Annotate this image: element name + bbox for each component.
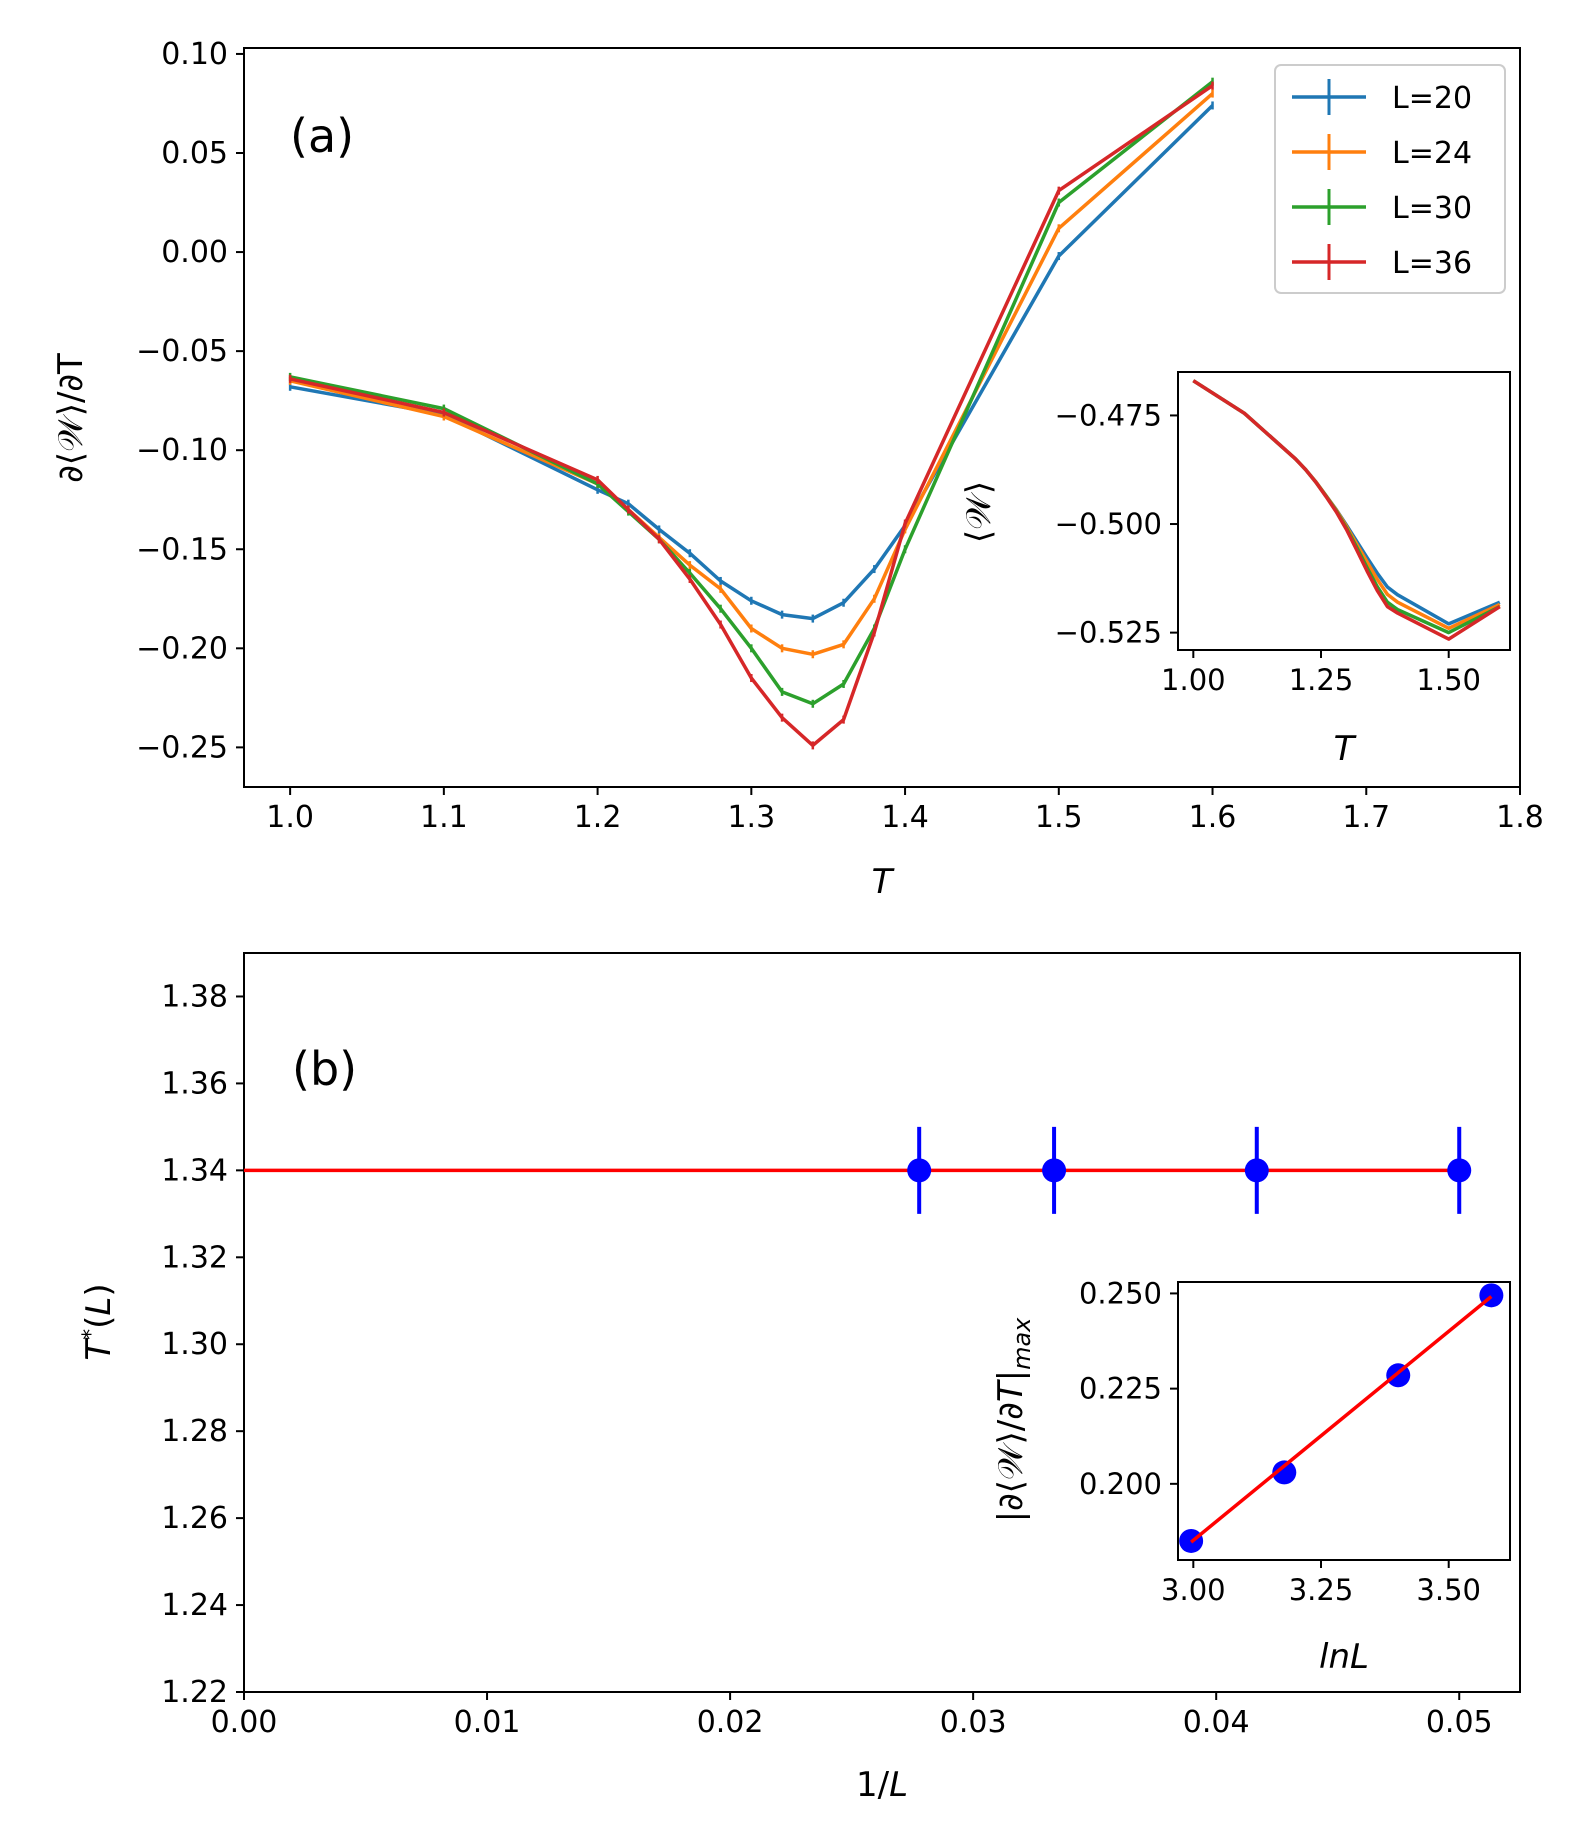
panel-b-label: (b) [292, 1042, 357, 1096]
panel-a-xtick-label: 1.0 [266, 800, 314, 835]
panel-b-inset-ytick-label: 0.200 [1079, 1467, 1162, 1501]
panel-a-xtick-label: 1.1 [420, 800, 468, 835]
panel-a-xtick-label: 1.8 [1496, 800, 1544, 835]
panel-b-inset-fit-line [1190, 1295, 1493, 1544]
panel-a-xtick-label: 1.4 [881, 800, 929, 835]
panel-a-inset-ytick-label: −0.525 [1055, 616, 1162, 650]
legend-label-L=30: L=30 [1392, 191, 1472, 226]
panel-b-xtick-label: 0.00 [211, 1705, 278, 1740]
panel-a-label: (a) [290, 109, 354, 163]
panel-a-ytick-label: −0.25 [136, 730, 228, 765]
panel-b-inset-ytick-label: 0.225 [1079, 1372, 1162, 1406]
panel-b-inset-point [1272, 1460, 1297, 1485]
legend-label-L=20: L=20 [1392, 81, 1472, 116]
panel-a-xtick-label: 1.6 [1189, 800, 1237, 835]
panel-a-inset-ytick-label: −0.500 [1055, 507, 1162, 541]
panel-b-point [1042, 1158, 1067, 1183]
panel-a-inset-series-L=36 [1192, 379, 1501, 641]
panel-a-ytick-label: 0.05 [161, 136, 228, 171]
panel-a-ytick-label: −0.15 [136, 532, 228, 567]
panel-b-ytick-label: 1.30 [161, 1327, 228, 1362]
panel-b-inset-xlabel: lnL [1319, 1637, 1369, 1677]
panel-b-xtick-label: 0.05 [1426, 1705, 1493, 1740]
panel-a-inset-xtick-label: 1.25 [1289, 663, 1354, 697]
legend-label-L=36: L=36 [1392, 246, 1472, 281]
panel-a-inset-xlabel: T [1334, 729, 1357, 769]
panel-a-ylabel: ∂⟨𝒲⟩/∂T [51, 353, 91, 483]
panel-b-inset-ytick-label: 0.250 [1079, 1276, 1162, 1310]
panel-a-inset-xtick-label: 1.00 [1161, 663, 1226, 697]
panel-b-ytick-label: 1.32 [161, 1240, 228, 1275]
panel-b-xtick-label: 0.01 [454, 1705, 521, 1740]
panel-b-point [1447, 1158, 1472, 1183]
panel-a-inset-ytick-label: −0.475 [1055, 398, 1162, 432]
panel-b-ytick-label: 1.36 [161, 1066, 228, 1101]
panel-a-xtick-label: 1.2 [574, 800, 622, 835]
panel-a-xtick-label: 1.3 [727, 800, 775, 835]
panel-a-ytick-label: −0.20 [136, 631, 228, 666]
panel-b-ytick-label: 1.34 [161, 1153, 228, 1188]
panel-b-xtick-label: 0.02 [697, 1705, 764, 1740]
panel-a-xtick-label: 1.5 [1035, 800, 1083, 835]
panel-a-ytick-label: 0.10 [161, 37, 228, 72]
panel-a-inset-frame [1177, 371, 1511, 651]
panel-b-inset-ylabel: |∂⟨𝒲⟩/∂T|max [991, 1317, 1036, 1523]
panel-a-inset-ylabel: ⟨𝒲⟩ [959, 481, 999, 543]
legend-label-L=24: L=24 [1392, 136, 1472, 171]
panel-b-inset-xtick-label: 3.00 [1161, 1573, 1226, 1607]
panel-a-legend: L=20 L=24 L=30 L=36 [1274, 64, 1506, 294]
panel-b-ylabel: T*(L) [79, 1283, 119, 1360]
panel-b-point [907, 1158, 932, 1183]
panel-a-ytick-label: −0.05 [136, 334, 228, 369]
panel-b-ytick-label: 1.28 [161, 1414, 228, 1449]
panel-a-ytick-label: −0.10 [136, 433, 228, 468]
panel-b-inset-xtick-label: 3.50 [1416, 1573, 1481, 1607]
panel-b-inset: 3.00 3.25 3.50 0.250 0.225 0.200 lnL |∂⟨𝒲⟩/∂T… [991, 1276, 1511, 1677]
panel-b-ytick-label: 1.24 [161, 1588, 228, 1623]
legend-box [1274, 64, 1506, 294]
panel-a: 1.0 1.1 1.2 1.3 1.4 1.5 1.6 1.7 1.8 0.10 0.05 0.00 −… [51, 37, 1544, 902]
panel-a-inset: 1.00 1.25 1.50 −0.475 −0.500 −0.525 T ⟨𝒲⟩ [959, 371, 1511, 769]
panel-b-ytick-label: 1.38 [161, 979, 228, 1014]
panel-b-inset-xtick-label: 3.25 [1289, 1573, 1354, 1607]
panel-b-xtick-label: 0.03 [940, 1705, 1007, 1740]
panel-b: 0.00 0.01 0.02 0.03 0.04 0.05 1.38 1.36 1.34 1.32… [79, 952, 1521, 1805]
panel-a-xlabel: T [872, 862, 895, 902]
panel-b-ytick-label: 1.22 [161, 1675, 228, 1710]
panel-b-xlabel: 1/L [856, 1765, 908, 1805]
panel-b-xtick-label: 0.04 [1183, 1705, 1250, 1740]
panel-a-ytick-label: 0.00 [161, 235, 228, 270]
panel-a-xtick-label: 1.7 [1342, 800, 1390, 835]
panel-a-inset-xtick-label: 1.50 [1416, 663, 1481, 697]
panel-b-ytick-label: 1.26 [161, 1501, 228, 1536]
panel-b-point [1244, 1158, 1269, 1183]
